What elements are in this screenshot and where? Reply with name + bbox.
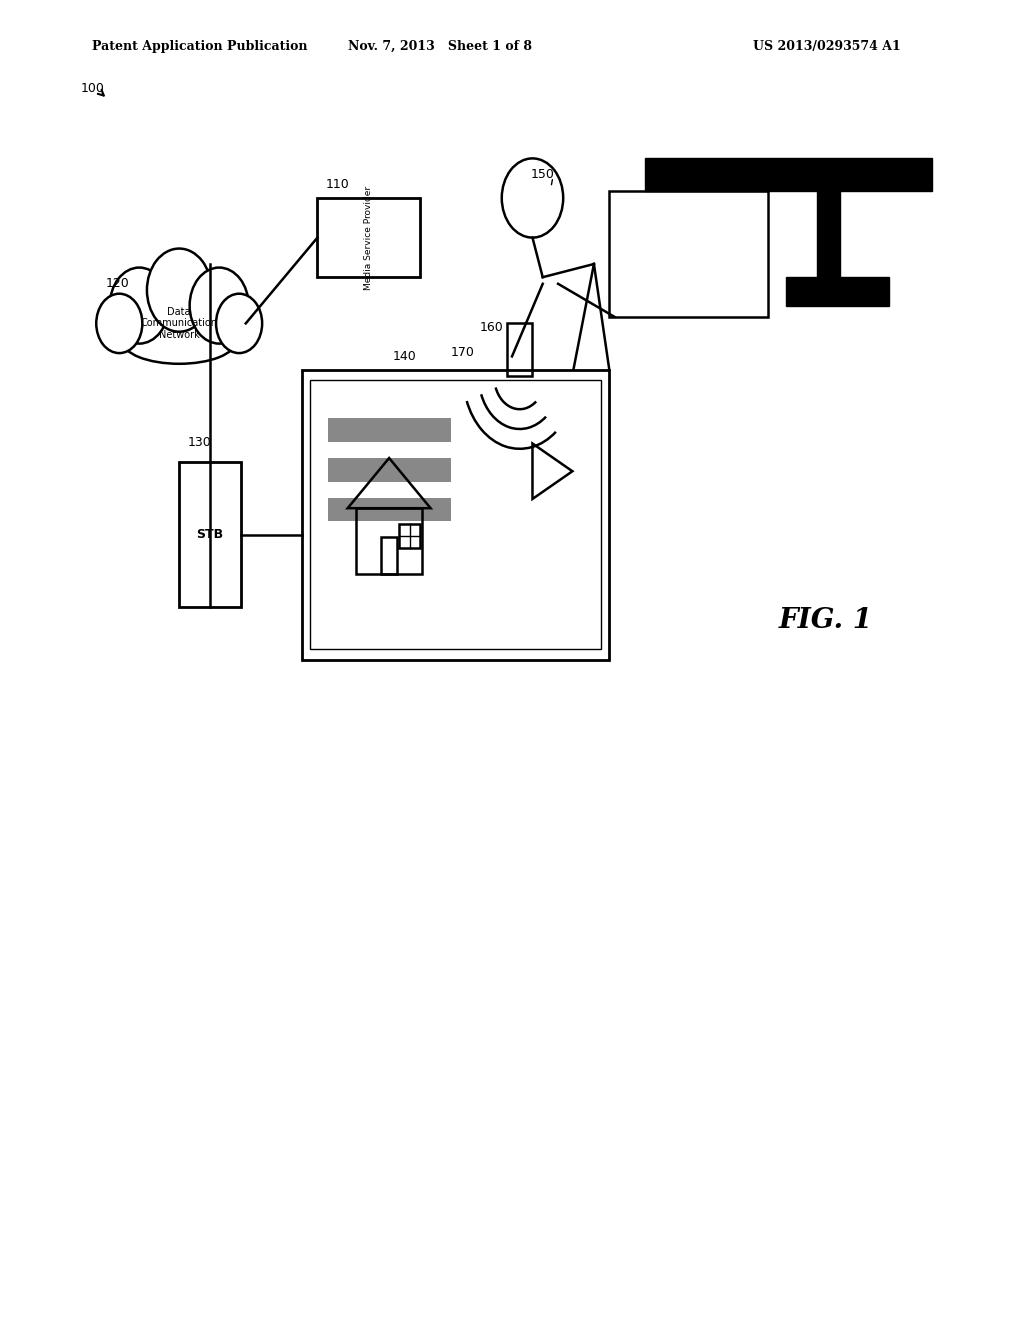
Bar	[399, 524, 420, 548]
Text: STB: STB	[197, 528, 223, 541]
Bar	[317, 198, 420, 277]
Text: Data
Communication
Network: Data Communication Network	[140, 306, 218, 341]
Text: 160: 160	[479, 321, 504, 334]
Bar	[328, 458, 451, 482]
Bar	[328, 418, 451, 442]
Text: 150: 150	[530, 168, 555, 181]
Bar	[310, 380, 601, 649]
Bar	[381, 537, 397, 574]
Text: US 2013/0293574 A1: US 2013/0293574 A1	[754, 40, 901, 53]
Text: Media Service Provider: Media Service Provider	[365, 186, 373, 289]
Bar	[328, 498, 451, 521]
Bar	[302, 370, 609, 660]
Text: 120: 120	[105, 277, 130, 290]
Circle shape	[147, 248, 211, 331]
Text: 140: 140	[392, 350, 417, 363]
Bar	[179, 462, 241, 607]
Circle shape	[216, 294, 262, 354]
Text: 110: 110	[326, 178, 350, 191]
Text: 130: 130	[187, 436, 212, 449]
Ellipse shape	[123, 318, 236, 364]
Circle shape	[110, 268, 169, 343]
Bar	[817, 191, 840, 277]
Bar	[645, 158, 932, 191]
Text: Patent Application Publication: Patent Application Publication	[92, 40, 307, 53]
Bar	[609, 191, 768, 317]
Circle shape	[96, 294, 142, 354]
Circle shape	[189, 268, 249, 343]
Text: 100: 100	[80, 82, 104, 95]
Bar	[786, 277, 889, 306]
Bar	[356, 508, 423, 574]
Text: 170: 170	[451, 346, 475, 359]
Text: Nov. 7, 2013   Sheet 1 of 8: Nov. 7, 2013 Sheet 1 of 8	[348, 40, 532, 53]
Text: FIG. 1: FIG. 1	[778, 607, 872, 634]
